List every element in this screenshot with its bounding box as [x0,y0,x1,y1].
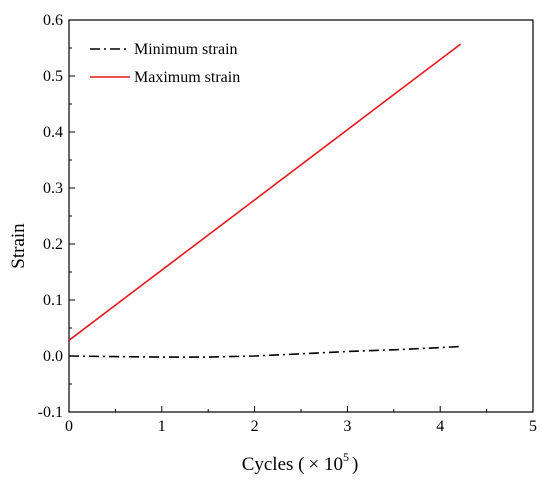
y-tick-label: 0.1 [43,292,63,309]
x-axis-title: Cycles (× 105) [242,450,359,475]
x-axis-title-close: ) [352,454,358,475]
x-tick-label: 4 [436,418,444,435]
y-axis-title: Strain [8,223,29,269]
series-line-minimum-strain [68,345,461,358]
legend-label: Minimum strain [134,41,238,58]
y-tick-label: 0.4 [43,124,63,141]
x-tick-label: 2 [251,418,259,435]
y-tick-label: 0.3 [43,180,63,197]
y-tick-label: -0.1 [38,404,63,421]
x-tick-label: 5 [529,418,537,435]
legend: Minimum strain Maximum strain [90,41,240,86]
y-tick-label: 0.5 [43,68,63,85]
x-tick-label: 3 [343,418,351,435]
y-tick-label: 0.6 [43,12,63,29]
y-tick-label: 0.2 [43,236,63,253]
x-tick-label: 0 [65,418,73,435]
series-line-maximum-strain [68,43,462,341]
axis-ticks: 0 1 2 3 4 5 -0.1 0.0 0.1 0.2 0.3 0.4 0.5 0.6 [38,12,537,435]
y-tick-label: 0.0 [43,348,63,365]
x-axis-title-multiplier: × 10 [309,454,343,475]
x-tick-label: 1 [158,418,166,435]
x-axis-title-exponent: 5 [343,450,349,464]
legend-label: Maximum strain [134,69,240,86]
x-axis-title-text: Cycles ( [242,454,305,475]
series-layer [68,43,462,358]
